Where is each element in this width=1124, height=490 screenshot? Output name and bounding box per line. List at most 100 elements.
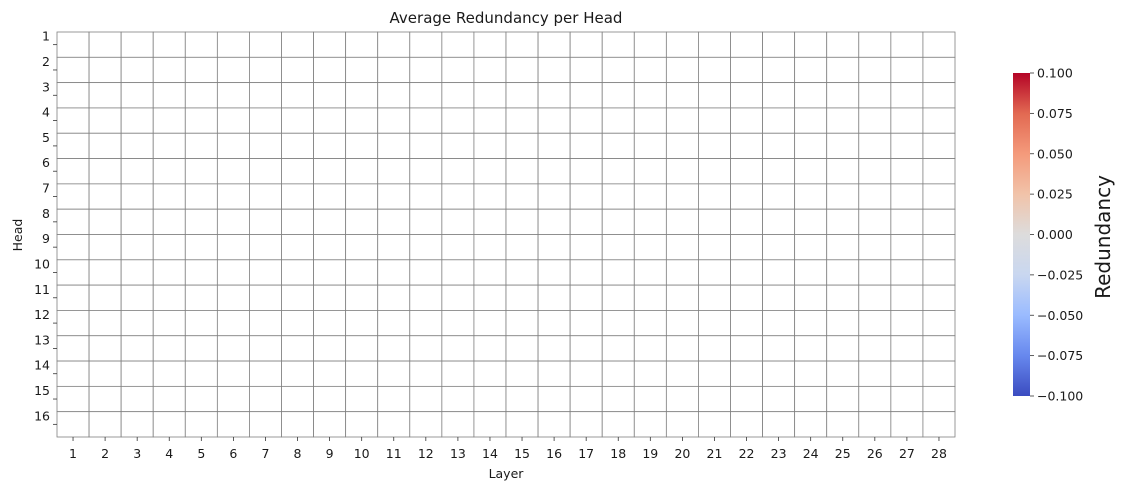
heatmap-cell	[249, 107, 282, 134]
heatmap-cell	[216, 56, 250, 84]
heatmap-cell	[473, 335, 507, 362]
heatmap-cell	[313, 234, 347, 261]
heatmap-cell	[633, 132, 667, 159]
heatmap-cell	[730, 259, 763, 286]
heatmap-cell	[922, 360, 956, 387]
heatmap-cell	[826, 208, 860, 235]
heatmap-cell	[505, 259, 539, 286]
heatmap-cell	[569, 310, 603, 337]
heatmap-cell	[922, 310, 956, 337]
heatmap-cell	[120, 132, 154, 159]
heatmap-cell	[633, 183, 667, 210]
heatmap-cell	[505, 360, 539, 387]
heatmap-cell	[184, 360, 218, 387]
heatmap-cell	[922, 56, 956, 84]
heatmap-cell	[665, 31, 699, 58]
heatmap-cell	[858, 158, 892, 185]
heatmap-cell	[409, 183, 443, 210]
heatmap-cell	[184, 234, 218, 261]
heatmap-cell	[249, 31, 282, 58]
heatmap-cell	[698, 158, 731, 185]
heatmap-cell	[569, 31, 603, 58]
heatmap-cell	[281, 385, 314, 413]
heatmap-cell	[730, 183, 763, 210]
heatmap-cell	[665, 107, 699, 134]
heatmap-cell	[665, 132, 699, 159]
heatmap-cell	[249, 335, 282, 362]
heatmap-cell	[890, 158, 924, 185]
heatmap-cell	[826, 234, 860, 261]
heatmap-cell	[409, 208, 443, 235]
heatmap-cell	[313, 158, 347, 185]
heatmap-cell	[890, 82, 924, 109]
heatmap-cell	[665, 82, 699, 109]
heatmap-cell	[730, 284, 763, 311]
heatmap-cell	[441, 183, 475, 210]
x-tick-label: 26	[867, 446, 883, 461]
heatmap-cell	[281, 411, 314, 438]
heatmap-cell	[762, 234, 796, 261]
heatmap-cell	[794, 335, 828, 362]
heatmap-cell	[890, 335, 924, 362]
heatmap-cell	[601, 82, 635, 109]
heatmap-cell	[88, 82, 122, 109]
heatmap-cell	[858, 310, 892, 337]
heatmap-cell	[152, 31, 186, 58]
y-tick-label: 10	[34, 256, 50, 271]
y-tick-label: 6	[42, 155, 50, 170]
heatmap-cell	[537, 411, 571, 438]
heatmap-cell	[56, 158, 90, 185]
heatmap-cell	[249, 284, 282, 311]
heatmap-cell	[698, 183, 731, 210]
heatmap-cell	[537, 360, 571, 387]
heatmap-cell	[505, 158, 539, 185]
heatmap-cell	[858, 385, 892, 413]
heatmap-cell	[601, 335, 635, 362]
heatmap-cell	[216, 158, 250, 185]
heatmap-cell	[633, 82, 667, 109]
heatmap-cell	[698, 385, 731, 413]
heatmap-cell	[56, 234, 90, 261]
heatmap-cell	[345, 411, 379, 438]
x-tick-label: 21	[707, 446, 723, 461]
heatmap-cell	[762, 310, 796, 337]
heatmap-cell	[345, 259, 379, 286]
heatmap-cell	[633, 56, 667, 84]
y-tick-label: 2	[42, 54, 50, 69]
heatmap-cell	[665, 411, 699, 438]
x-axis-label: Layer	[489, 466, 525, 481]
heatmap-cell	[88, 234, 122, 261]
heatmap-cell	[762, 335, 796, 362]
heatmap-cell	[922, 335, 956, 362]
heatmap-cell	[665, 259, 699, 286]
heatmap-cell	[826, 411, 860, 438]
heatmap-cell	[56, 107, 90, 134]
heatmap-cell	[762, 82, 796, 109]
heatmap-cell	[826, 158, 860, 185]
heatmap-cell	[184, 208, 218, 235]
heatmap-cell	[152, 158, 186, 185]
heatmap-cell	[922, 31, 956, 58]
heatmap-cell	[826, 31, 860, 58]
heatmap-cell	[441, 284, 475, 311]
heatmap-cell	[633, 360, 667, 387]
heatmap-cell	[890, 31, 924, 58]
heatmap-cell	[441, 259, 475, 286]
x-axis-ticks: 1 2 3 4 5 6 7 8 9 10 11 12 13 14 15 16 17 18 19 20 21 22 23 24 2…	[69, 437, 947, 461]
heatmap-cell	[184, 31, 218, 58]
heatmap-cell	[698, 208, 731, 235]
heatmap-cell	[922, 183, 956, 210]
heatmap-cell	[345, 82, 379, 109]
heatmap-cell	[794, 183, 828, 210]
heatmap-cell	[794, 259, 828, 286]
heatmap-cell	[730, 31, 763, 58]
heatmap-cell	[441, 385, 475, 413]
y-tick-label: 11	[34, 282, 50, 297]
heatmap-cell	[601, 158, 635, 185]
heatmap-cell	[537, 132, 571, 159]
heatmap-cell	[249, 208, 282, 235]
heatmap-cell	[698, 259, 731, 286]
y-tick-label: 16	[34, 408, 50, 423]
heatmap-cell	[56, 310, 90, 337]
heatmap-cell	[794, 107, 828, 134]
